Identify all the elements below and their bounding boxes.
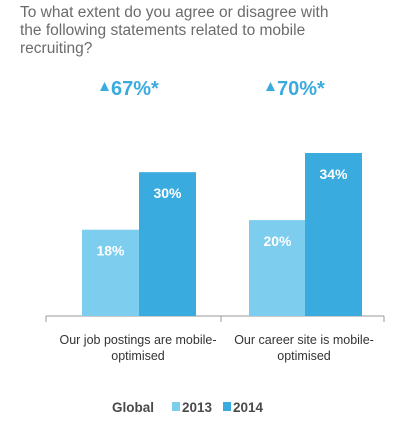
category-label-2: Our career site is mobile-optimised [234, 333, 374, 363]
triangle-up-icon [100, 82, 109, 91]
bar-2013-2 [249, 220, 306, 316]
legend-item-2013: 2013 [172, 400, 213, 415]
bars: 18% 20% 30% 34% [82, 153, 362, 316]
data-label: 20% [263, 233, 292, 249]
category-label-line: Our career site is mobile- [234, 333, 374, 347]
chart-title: To what extent do you agree or disagree … [20, 4, 329, 57]
bar-2014-1 [139, 172, 196, 316]
axes [45, 315, 385, 322]
category-label-1: Our job postings are mobile-optimised [59, 333, 216, 363]
legend-title: Global [112, 400, 154, 415]
annotation-value: 70%* [277, 78, 325, 100]
category-label-line: Our job postings are mobile- [59, 333, 216, 347]
annotation-1: 67%* [100, 78, 159, 100]
annotation-2: 70%* [266, 78, 325, 100]
legend-item-2014: 2014 [223, 400, 264, 415]
legend-swatch [223, 402, 231, 411]
legend-label: 2014 [233, 400, 264, 415]
category-label-line: optimised [111, 349, 165, 363]
triangle-up-icon [266, 82, 275, 91]
bar-2014-2 [305, 153, 362, 316]
legend: Global 2013 2014 [112, 400, 264, 415]
data-label: 18% [96, 243, 125, 259]
data-label: 34% [319, 166, 348, 182]
category-labels: Our job postings are mobile-optimisedOur… [59, 333, 373, 363]
legend-label: 2013 [182, 400, 213, 415]
data-label: 30% [153, 185, 182, 201]
annotation-value: 67%* [111, 78, 159, 100]
annotations: 67%* 70%* [100, 78, 325, 100]
legend-swatch [172, 402, 180, 411]
category-label-line: optimised [277, 349, 331, 363]
bar-2013-1 [82, 229, 139, 316]
